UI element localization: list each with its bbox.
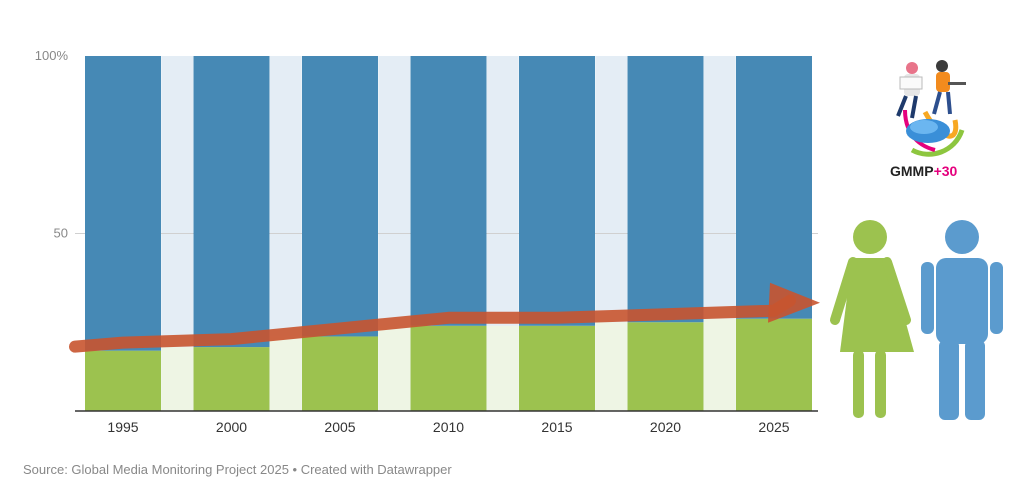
x-tick-label: 2020 [650,419,681,435]
x-tick-label: 2025 [758,419,789,435]
y-tick-label: 50 [54,226,68,241]
y-axis: 50 100% [35,48,69,241]
bar-segment-2000-s0 [193,347,270,411]
man-figure-icon [921,220,1003,420]
bar-segment-2005-s1 [302,56,378,337]
gmmp-logo: GMMP+30 [890,60,966,179]
background-stripe-lower [595,322,628,411]
bar-segment-1995-s0 [85,350,161,411]
x-tick-label: 1995 [107,419,138,435]
bar-segment-2005-s0 [302,336,378,411]
x-tick-label: 2005 [324,419,355,435]
bar-segment-2025-s0 [736,318,812,411]
x-tick-label: 2010 [433,419,464,435]
bar-segment-2015-s0 [519,325,595,411]
logo-text-accent: +30 [934,163,958,179]
background-stripe-lower [486,325,519,411]
bar-segment-2020-s0 [627,322,704,411]
background-stripe-lower [269,336,302,411]
bar-segment-2015-s1 [519,56,595,326]
source-note: Source: Global Media Monitoring Project … [23,462,452,477]
logo-illustration [896,60,966,157]
logo-text: GMMP+30 [890,163,958,179]
trend-arrow-head [768,282,820,323]
bar-segment-1995-s1 [85,56,161,351]
y-tick-label: 100% [35,48,69,63]
trend-arrow-shaft [69,294,796,353]
background-stripe-lower [378,325,411,411]
background-stripe-lower [161,347,194,411]
logo-text-main: GMMP [890,163,934,179]
bar-segment-2000-s1 [193,56,270,348]
x-axis: 1995 2000 2005 2010 2015 2020 2025 [75,410,818,435]
bar-segment-2010-s1 [410,56,487,326]
plot-area [75,56,818,411]
x-tick-label: 2000 [216,419,247,435]
trend-arrow [69,282,820,353]
x-tick-label: 2015 [541,419,572,435]
bar-segment-2010-s0 [410,325,487,411]
woman-figure-icon [830,220,914,418]
bar-segment-2025-s1 [736,56,812,319]
background-stripe-lower [703,318,736,411]
bar-segment-2020-s1 [627,56,704,323]
